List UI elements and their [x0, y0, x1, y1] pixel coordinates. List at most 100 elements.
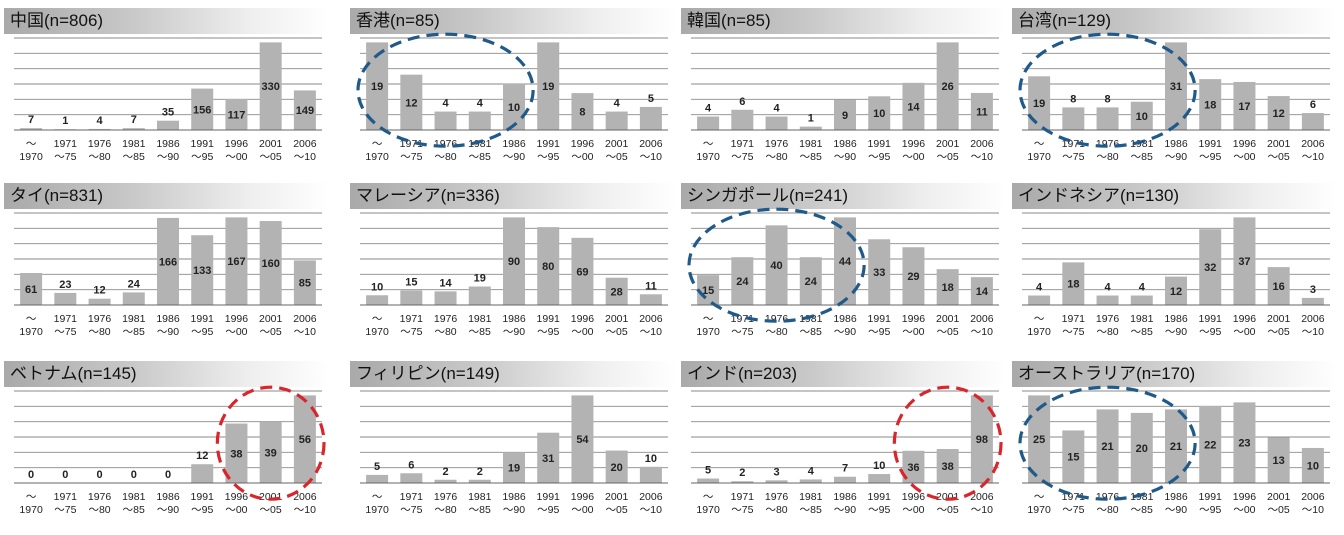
tick-label: 1970: [365, 504, 389, 516]
tick-label: ～10: [971, 326, 993, 338]
tick-label: 2006: [970, 313, 994, 325]
data-label: 6: [408, 459, 414, 471]
bar: [799, 126, 822, 130]
tick-label: 1986: [502, 491, 526, 503]
panel-title: フィリピン(n=149): [356, 364, 500, 383]
bar: [868, 239, 891, 305]
tick-label: 1996: [571, 138, 595, 150]
data-label: 3: [773, 466, 779, 478]
tick-label: ～10: [294, 151, 316, 163]
chart-panel: シンガポール(n=241) 15 24 40 24 44 33 29 18 14 ～ 1970 1971…: [681, 183, 1007, 357]
bar-chart: 5 6 2 2 19 31 54 20 10 ～1970 1971～75 1976～80 1981～85…: [360, 390, 668, 516]
data-label: 2: [477, 466, 483, 478]
bar: [868, 474, 891, 483]
tick-label: 2001: [605, 138, 629, 150]
bar: [1130, 101, 1153, 130]
panel-title: 中国(n=806): [10, 11, 104, 30]
data-label: 14: [439, 277, 452, 289]
tick-label: ～: [703, 491, 714, 503]
tick-label: 1986: [156, 313, 180, 325]
data-label: 10: [1136, 111, 1148, 123]
data-label: 19: [542, 81, 554, 93]
bar: [400, 290, 423, 305]
panel-title: インド(n=203): [687, 364, 798, 383]
data-label: 26: [942, 81, 954, 93]
tick-label: ～90: [1165, 151, 1187, 163]
tick-label: ～85: [1131, 326, 1153, 338]
data-label: 10: [873, 460, 885, 472]
tick-label: 1986: [156, 138, 180, 150]
tick-label: ～00: [571, 326, 593, 338]
tick-label: 1976: [434, 138, 458, 150]
data-label: 0: [131, 469, 137, 481]
bar: [799, 257, 822, 305]
tick-label: ～85: [1131, 151, 1153, 163]
tick-label: ～10: [640, 326, 662, 338]
bar: [191, 235, 214, 305]
bar: [366, 295, 389, 305]
data-label: 24: [736, 276, 749, 288]
bar: [970, 92, 993, 130]
tick-label: ～10: [1302, 326, 1324, 338]
tick-label: 1991: [191, 313, 215, 325]
bar: [434, 479, 457, 483]
data-label: 61: [25, 284, 37, 296]
tick-label: 1986: [1164, 491, 1188, 503]
data-label: 15: [405, 276, 417, 288]
tick-label: 2006: [1301, 138, 1325, 150]
data-label: 15: [702, 285, 714, 297]
bar: [902, 82, 925, 130]
panel-title-background: [1012, 8, 1338, 34]
bar: [225, 217, 248, 305]
data-label: 19: [371, 81, 383, 93]
bar: [571, 237, 594, 305]
panel-title-background: [4, 8, 330, 34]
data-label: 19: [1033, 98, 1045, 110]
tick-label: 2006: [1301, 491, 1325, 503]
bar: [503, 83, 525, 130]
data-label: 8: [1104, 93, 1110, 105]
tick-label: ～90: [834, 326, 856, 338]
panel-title-background: [681, 361, 1007, 387]
data-label: 10: [645, 453, 657, 465]
bar: [225, 98, 248, 130]
chart-panel: フィリピン(n=149) 5 6 2 2 19 31 54 20 10 ～ 1970 1971 ～75 19…: [350, 361, 676, 535]
tick-label: 1991: [537, 138, 561, 150]
data-label: 14: [976, 286, 989, 298]
tick-label: 1970: [19, 151, 43, 163]
bar: [468, 479, 491, 483]
data-label: 33: [873, 267, 885, 279]
data-label: 17: [1238, 101, 1250, 113]
tick-label: 1971: [54, 313, 78, 325]
chart-panel: 香港(n=85) 19 12 4 4 10 19 8 4 5 ～ 1970 1971 ～75 1976 ～80…: [350, 8, 676, 182]
data-label: 12: [1273, 108, 1285, 120]
data-label: 4: [442, 98, 449, 110]
tick-label: ～10: [640, 504, 662, 516]
data-label: 19: [508, 463, 520, 475]
bar: [571, 395, 594, 483]
tick-label: ～00: [225, 326, 247, 338]
data-label: 36: [907, 462, 919, 474]
tick-label: ～80: [434, 326, 456, 338]
tick-label: ～80: [88, 151, 110, 163]
bar: [293, 260, 316, 305]
bar: [1301, 297, 1324, 305]
data-label: 4: [705, 103, 712, 115]
tick-label: ～80: [1096, 151, 1118, 163]
tick-label: 1981: [122, 313, 146, 325]
bar: [1096, 295, 1119, 305]
data-label: 98: [976, 434, 988, 446]
bar: [88, 128, 111, 130]
bar: [20, 272, 43, 305]
data-label: 117: [228, 109, 246, 121]
data-label: 160: [261, 258, 279, 270]
tick-label: ～00: [225, 504, 247, 516]
tick-label: ～80: [434, 504, 456, 516]
bar: [1062, 430, 1085, 483]
data-label: 12: [93, 285, 105, 297]
bar: [503, 217, 525, 305]
bar: [537, 432, 560, 483]
chart-panel: インド(n=203) 5 2 3 4 7 10 36 38 98 ～ 1970 1971 ～75 1976 ～…: [681, 361, 1007, 535]
bar: [1130, 412, 1153, 483]
